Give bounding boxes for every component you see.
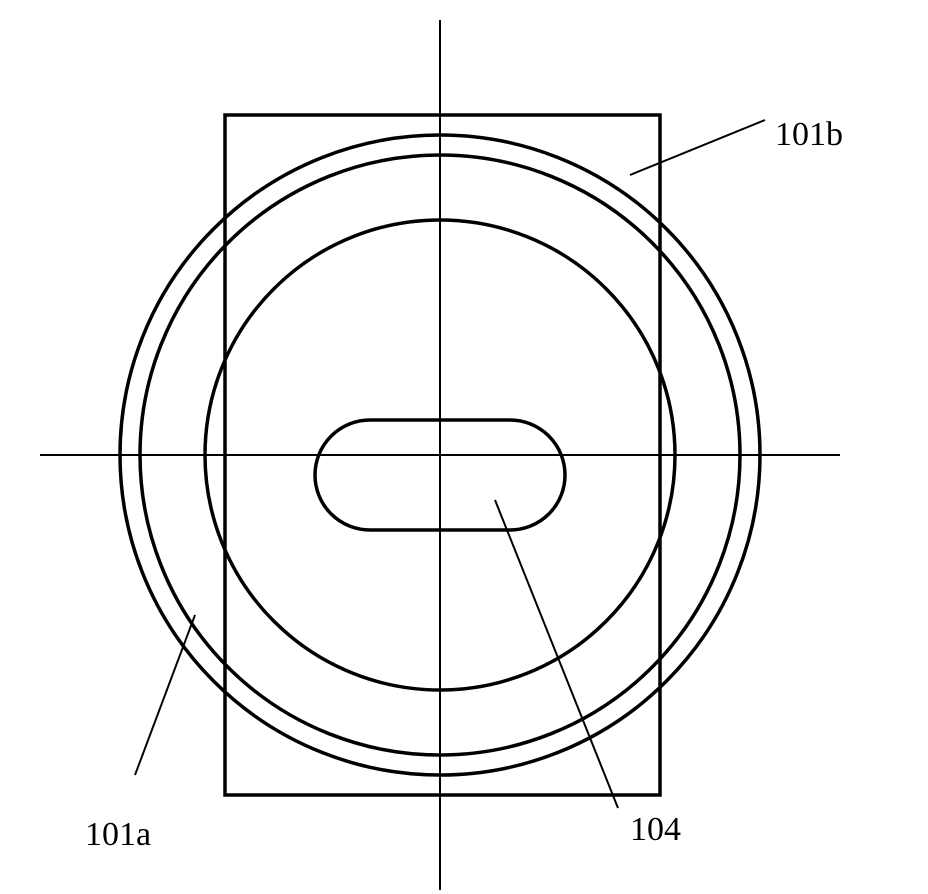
technical-diagram: 101b 104 101a: [0, 0, 928, 894]
leader-104: [495, 500, 618, 808]
label-101b: 101b: [775, 116, 843, 153]
labels: 101b 104 101a: [85, 116, 843, 853]
leader-101b: [630, 120, 765, 175]
label-104: 104: [630, 811, 681, 848]
label-101a: 101a: [85, 816, 151, 853]
leader-101a: [135, 615, 195, 775]
